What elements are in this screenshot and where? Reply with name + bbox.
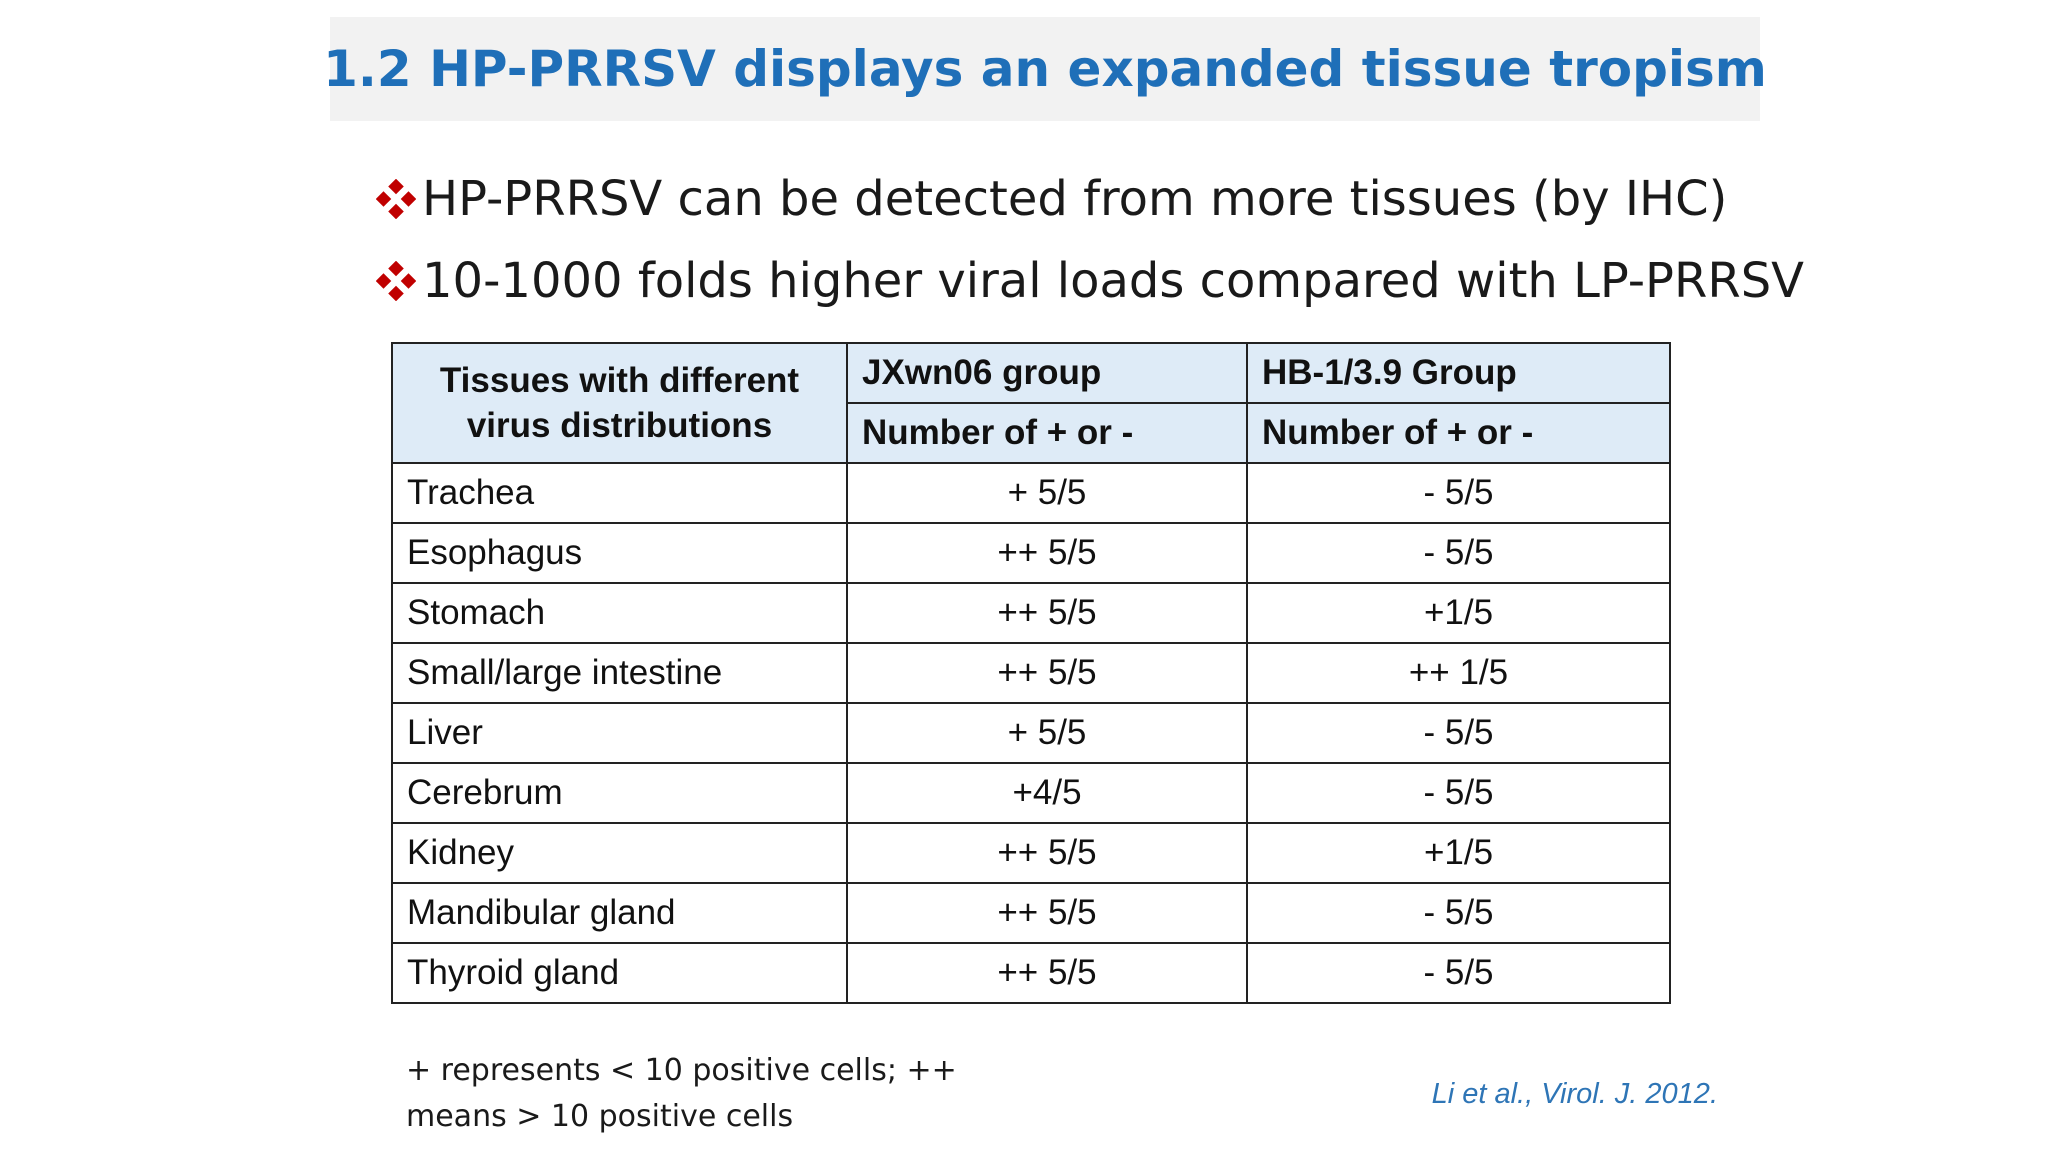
hb1-value-cell: - 5/5: [1246, 522, 1671, 584]
bullet-text: 10-1000 folds higher viral loads compare…: [422, 253, 1804, 309]
table-row: Trachea + 5/5 - 5/5: [391, 462, 1671, 524]
hb1-value-cell: - 5/5: [1246, 882, 1671, 944]
table-row: Cerebrum +4/5 - 5/5: [391, 762, 1671, 824]
bullet-item: 10-1000 folds higher viral loads compare…: [376, 240, 1804, 322]
jxwn06-value-cell: ++ 5/5: [846, 942, 1248, 1004]
tissue-cell: Kidney: [391, 822, 848, 884]
table-subheader-row: Number of + or - Number of + or -: [392, 402, 1671, 464]
tissue-cell: Thyroid gland: [391, 942, 848, 1004]
jxwn06-value-cell: + 5/5: [846, 462, 1248, 524]
citation: Li et al., Virol. J. 2012.: [1431, 1078, 1718, 1110]
hb1-value-cell: - 5/5: [1246, 462, 1671, 524]
table-row: Mandibular gland ++ 5/5 - 5/5: [391, 882, 1671, 944]
jxwn06-value-cell: ++ 5/5: [846, 582, 1248, 644]
tissue-distribution-table: Tissues with different virus distributio…: [391, 342, 1671, 1004]
hb1-value-cell: ++ 1/5: [1246, 642, 1671, 704]
bullet-item: HP-PRRSV can be detected from more tissu…: [376, 158, 1776, 240]
bullet-text: HP-PRRSV can be detected from more tissu…: [422, 171, 1728, 227]
jxwn06-value-cell: + 5/5: [846, 702, 1248, 764]
diamond-bullet-icon: [376, 179, 416, 219]
table-row: Stomach ++ 5/5 +1/5: [391, 582, 1671, 644]
table-row: Liver + 5/5 - 5/5: [391, 702, 1671, 764]
table-row: Thyroid gland ++ 5/5 - 5/5: [391, 942, 1671, 1004]
hb1-value-cell: - 5/5: [1246, 942, 1671, 1004]
jxwn06-value-cell: ++ 5/5: [846, 822, 1248, 884]
table-header-row: Tissues with different virus distributio…: [391, 342, 1671, 464]
bullet-list: HP-PRRSV can be detected from more tissu…: [376, 158, 1804, 322]
jxwn06-value-cell: ++ 5/5: [846, 522, 1248, 584]
tissue-cell: Mandibular gland: [391, 882, 848, 944]
group-header-jxwn06: JXwn06 group: [846, 342, 1248, 404]
row-header-cell: Tissues with different virus distributio…: [391, 342, 848, 464]
table-row: Small/large intestine ++ 5/5 ++ 1/5: [391, 642, 1671, 704]
group-header-hb1: HB-1/3.9 Group: [1246, 342, 1671, 404]
tissue-cell: Small/large intestine: [391, 642, 848, 704]
tissue-cell: Trachea: [391, 462, 848, 524]
table-row: Kidney ++ 5/5 +1/5: [391, 822, 1671, 884]
jxwn06-value-cell: +4/5: [846, 762, 1248, 824]
subheader-jxwn06: Number of + or -: [846, 402, 1248, 464]
jxwn06-value-cell: ++ 5/5: [846, 642, 1248, 704]
title-bar: 1.2 HP-PRRSV displays an expanded tissue…: [323, 17, 1767, 121]
tissue-cell: Cerebrum: [391, 762, 848, 824]
tissue-cell: Stomach: [391, 582, 848, 644]
subheader-hb1: Number of + or -: [1246, 402, 1671, 464]
table-row: Esophagus ++ 5/5 - 5/5: [391, 522, 1671, 584]
hb1-value-cell: - 5/5: [1246, 762, 1671, 824]
footnote: + represents < 10 positive cells; ++ mea…: [406, 1053, 957, 1134]
tissue-cell: Liver: [391, 702, 848, 764]
jxwn06-value-cell: ++ 5/5: [846, 882, 1248, 944]
hb1-value-cell: +1/5: [1246, 822, 1671, 884]
hb1-value-cell: - 5/5: [1246, 702, 1671, 764]
diamond-bullet-icon: [376, 261, 416, 301]
slide-title: 1.2 HP-PRRSV displays an expanded tissue…: [323, 40, 1767, 98]
hb1-value-cell: +1/5: [1246, 582, 1671, 644]
tissue-cell: Esophagus: [391, 522, 848, 584]
